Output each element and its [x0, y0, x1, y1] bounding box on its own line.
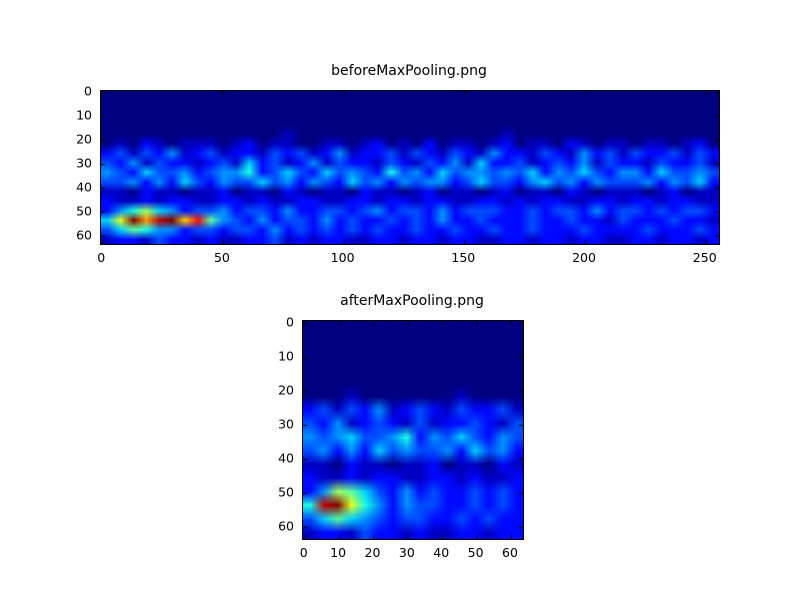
- y-tick-label: 20: [76, 131, 92, 147]
- after-maxpooling-chart: afterMaxPooling.png 0 10 20 30 40 50 60 0 10 20 30…: [278, 293, 524, 560]
- x-tick-label: 0: [97, 250, 106, 265]
- x-tick-label: 10: [330, 545, 347, 560]
- x-tick-label: 50: [467, 545, 484, 560]
- y-tick-label: 60: [278, 518, 294, 534]
- y-tick-label: 20: [278, 382, 294, 398]
- after-maxpooling-title: afterMaxPooling.png: [340, 293, 484, 309]
- y-tick-label: 60: [76, 227, 92, 243]
- before-maxpooling-title: beforeMaxPooling.png: [331, 63, 487, 79]
- y-tick-label: 50: [278, 484, 294, 500]
- before-maxpooling-chart: beforeMaxPooling.png 0 50 100 150 200 250 0 10 2…: [76, 63, 720, 265]
- y-tick-label: 10: [278, 348, 294, 364]
- x-tick-label: 200: [572, 250, 596, 265]
- x-tick-label: 20: [364, 545, 381, 560]
- y-tick-label: 0: [84, 83, 92, 99]
- x-tick-label: 30: [398, 545, 415, 560]
- x-tick-label: 0: [299, 545, 308, 560]
- y-tick-label: 40: [76, 179, 92, 195]
- y-tick-label: 50: [76, 203, 92, 219]
- y-tick-label: 10: [76, 107, 92, 123]
- x-tick-label: 40: [433, 545, 450, 560]
- y-tick-label: 0: [286, 314, 294, 330]
- y-tick-label: 30: [278, 416, 294, 432]
- before-maxpooling-heatmap-image: [100, 90, 720, 245]
- y-tick-label: 30: [76, 155, 92, 171]
- x-tick-label: 150: [451, 250, 476, 265]
- x-tick-label: 100: [330, 250, 355, 265]
- x-tick-label: 50: [213, 250, 230, 265]
- x-tick-label: 60: [502, 545, 518, 560]
- after-maxpooling-heatmap-image: [302, 320, 524, 540]
- y-tick-label: 40: [278, 450, 294, 466]
- x-tick-label: 250: [692, 250, 717, 265]
